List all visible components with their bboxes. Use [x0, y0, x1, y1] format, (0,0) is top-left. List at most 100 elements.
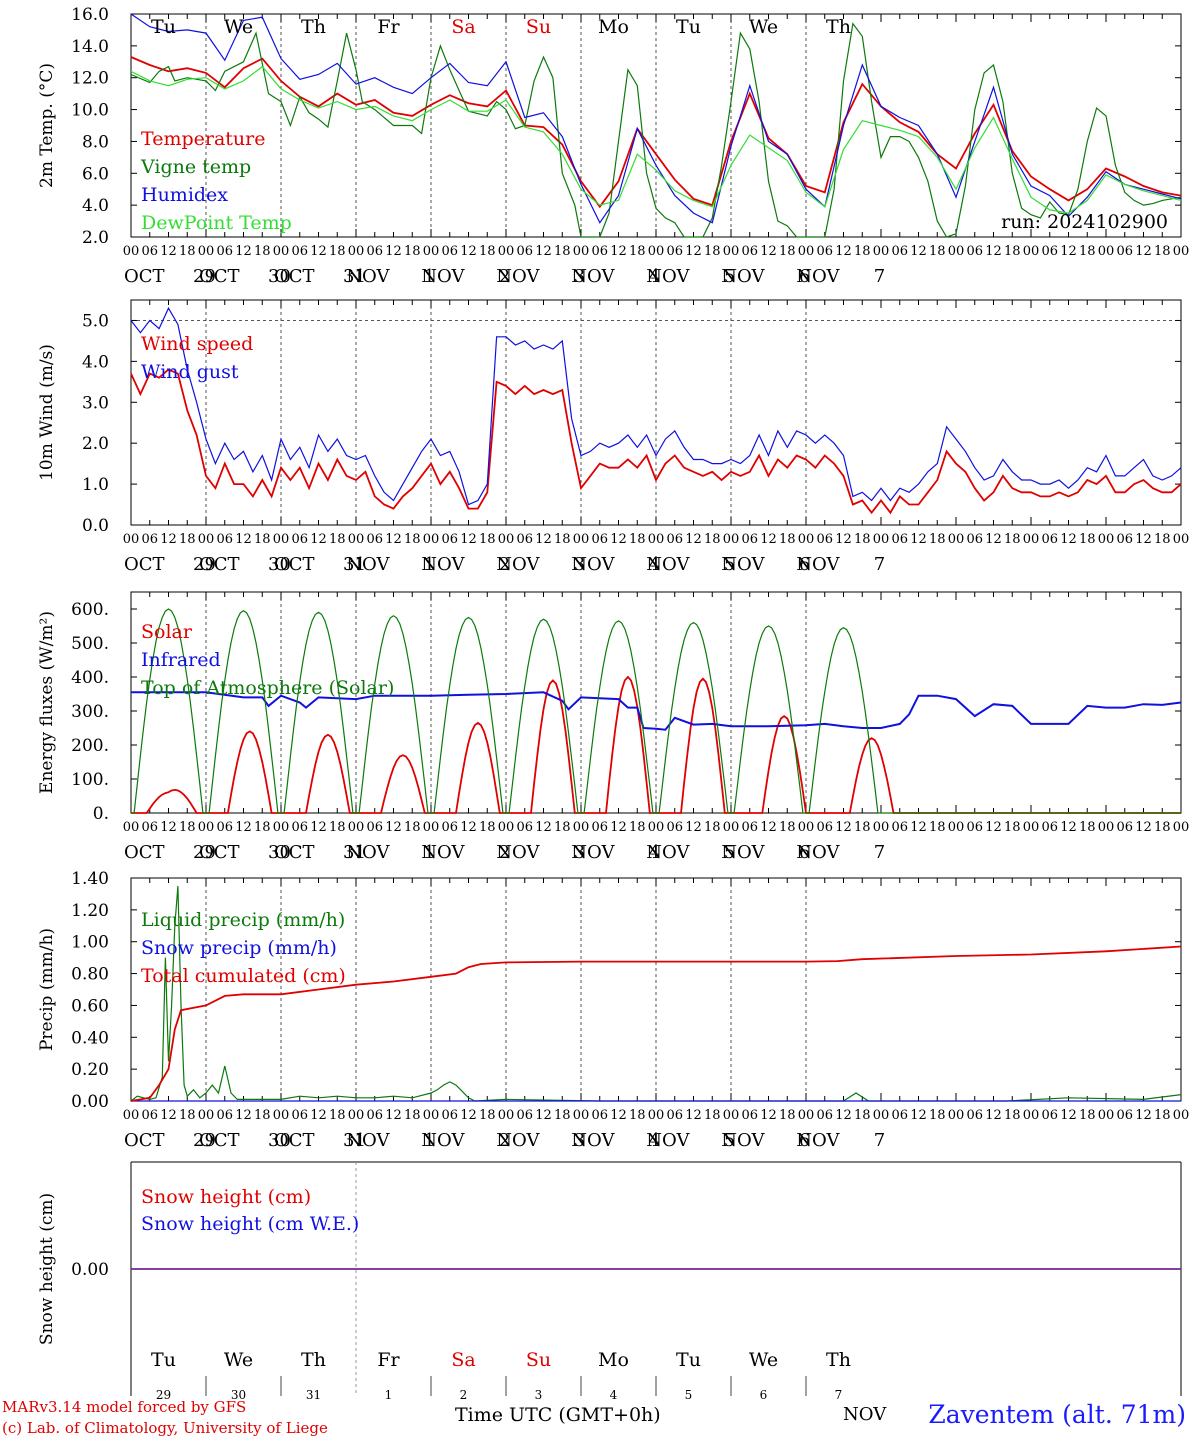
series-line [130, 945, 1182, 1102]
x-hour-label: 18 [854, 1108, 871, 1123]
y-tick-label: 2.0 [82, 434, 109, 454]
y-tick-label: 8.0 [82, 132, 109, 152]
legend-entry: Humidex [141, 184, 228, 206]
x-hour-label: 00 [573, 1108, 590, 1123]
x-hour-label: 00 [123, 820, 140, 835]
day-name-bottom: We [224, 1349, 253, 1371]
x-date-day: 2 [499, 1130, 510, 1151]
y-tick-label: 4.0 [82, 196, 109, 216]
day-number: 5 [685, 1388, 693, 1402]
x-hour-label: 00 [873, 820, 890, 835]
y-tick-label: 1.40 [71, 869, 109, 889]
x-date-month: NOV [346, 842, 390, 863]
y-axis-label: 10m Wind (m/s) [37, 344, 57, 481]
x-date-month: NOV [571, 266, 615, 287]
x-hour-label: 06 [891, 532, 908, 547]
legend-entry: Snow height (cm W.E.) [141, 1213, 359, 1235]
plot-frame [130, 13, 1182, 238]
x-hour-label: 00 [1098, 532, 1115, 547]
y-tick-label: 2.0 [82, 228, 109, 248]
x-hour-label: 00 [1173, 1108, 1190, 1123]
x-hour-label: 12 [835, 1108, 852, 1123]
legend-entry: Wind gust [141, 361, 239, 383]
x-date-month: NOV [421, 554, 465, 575]
day-number: 3 [535, 1388, 543, 1402]
x-hour-label: 12 [910, 1108, 927, 1123]
x-hour-label: 06 [441, 244, 458, 259]
series-line [130, 22, 1182, 238]
x-hour-label: 00 [798, 820, 815, 835]
x-hour-label: 06 [741, 1108, 758, 1123]
x-hour-label: 12 [160, 1108, 177, 1123]
x-hour-label: 18 [779, 532, 796, 547]
x-hour-label: 12 [235, 532, 252, 547]
x-date-day: 5 [724, 1130, 735, 1151]
x-date-month: NOV [346, 266, 390, 287]
x-date-month: NOV [421, 842, 465, 863]
panel-1: 2.0 4.0 6.0 8.0 10.0 12.0 14.0 16.0 2m Temp. (°C… [37, 5, 1189, 287]
x-hour-label: 06 [1116, 244, 1133, 259]
x-hour-label: 00 [273, 244, 290, 259]
panel-4: 0.00 0.20 0.40 0.60 0.80 1.00 1.20 1.40 Precip (… [37, 869, 1189, 1151]
x-hour-label: 06 [1116, 820, 1133, 835]
x-hour-label: 18 [779, 820, 796, 835]
x-hour-label: 00 [648, 1108, 665, 1123]
x-hour-label: 12 [610, 820, 627, 835]
x-date-day: 2 [499, 842, 510, 863]
x-hour-label: 18 [1004, 1108, 1021, 1123]
day-number: 6 [760, 1388, 768, 1402]
x-hour-label: 12 [1060, 532, 1077, 547]
x-date-day: 6 [799, 1130, 810, 1151]
x-hour-label: 00 [348, 1108, 365, 1123]
x-date-month: OCT [124, 842, 165, 863]
legend-entry: Wind speed [141, 333, 253, 355]
x-date-day: 3 [574, 842, 585, 863]
x-hour-label: 00 [348, 820, 365, 835]
x-hour-label: 12 [1135, 244, 1152, 259]
y-tick-label: 16.0 [71, 5, 109, 25]
x-hour-label: 06 [816, 244, 833, 259]
x-date-day: 7 [874, 842, 885, 863]
panel-3: 0. 100. 200. 300. 400. 500. 600. Energy fluxes … [37, 591, 1189, 863]
x-hour-label: 06 [441, 820, 458, 835]
x-hour-label: 06 [816, 820, 833, 835]
month-label: NOV [843, 1404, 887, 1425]
x-hour-label: 06 [891, 244, 908, 259]
x-date-day: 5 [724, 266, 735, 287]
y-tick-label: 0.60 [71, 996, 109, 1016]
x-axis-title: Time UTC (GMT+0h) [455, 1404, 661, 1426]
y-tick-label: 200. [71, 736, 109, 756]
day-number: 1 [385, 1388, 393, 1402]
x-hour-label: 12 [985, 244, 1002, 259]
legend-entry: Liquid precip (mm/h) [141, 909, 345, 931]
x-hour-label: 06 [891, 820, 908, 835]
x-hour-label: 12 [460, 244, 477, 259]
legend-entry: Snow height (cm) [141, 1186, 311, 1208]
day-name-bottom: Fr [377, 1349, 400, 1371]
x-date-day: 2 [499, 266, 510, 287]
x-date-day: 4 [649, 266, 660, 287]
x-date-day: 1 [424, 1130, 435, 1151]
x-date-day: 1 [424, 842, 435, 863]
x-hour-label: 12 [535, 244, 552, 259]
x-hour-label: 12 [760, 820, 777, 835]
x-hour-label: 00 [498, 532, 515, 547]
x-hour-label: 00 [123, 244, 140, 259]
x-hour-label: 00 [423, 820, 440, 835]
x-date-month: NOV [496, 554, 540, 575]
x-hour-label: 18 [254, 1108, 271, 1123]
x-date-day: 31 [343, 842, 366, 863]
x-hour-label: 00 [1023, 532, 1040, 547]
x-date-day: 31 [343, 1130, 366, 1151]
y-tick-label: 0.20 [71, 1060, 109, 1080]
x-hour-label: 12 [385, 820, 402, 835]
x-hour-label: 18 [179, 820, 196, 835]
x-hour-label: 00 [1023, 820, 1040, 835]
x-hour-label: 00 [948, 1108, 965, 1123]
y-tick-label: 1.00 [71, 933, 109, 953]
x-hour-label: 18 [929, 1108, 946, 1123]
x-hour-label: 00 [948, 820, 965, 835]
day-name: Su [526, 16, 551, 38]
x-hour-label: 06 [141, 244, 158, 259]
